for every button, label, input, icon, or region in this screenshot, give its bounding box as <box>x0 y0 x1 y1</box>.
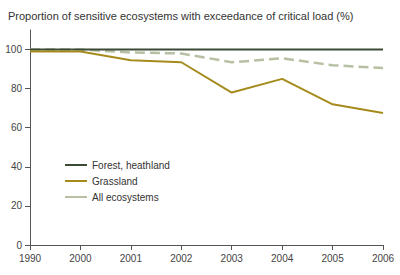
svg-text:0: 0 <box>16 240 22 251</box>
svg-text:2004: 2004 <box>271 253 294 264</box>
svg-text:2003: 2003 <box>221 253 244 264</box>
svg-text:2002: 2002 <box>170 253 193 264</box>
svg-text:60: 60 <box>11 122 23 133</box>
svg-text:Proportion of sensitive ecosys: Proportion of sensitive ecosystems with … <box>8 10 353 22</box>
svg-text:80: 80 <box>11 83 23 94</box>
svg-text:Grassland: Grassland <box>92 176 138 187</box>
svg-text:20: 20 <box>11 200 23 211</box>
svg-text:1990: 1990 <box>19 253 42 264</box>
svg-text:2000: 2000 <box>69 253 92 264</box>
svg-text:2006: 2006 <box>372 253 395 264</box>
svg-text:2005: 2005 <box>321 253 344 264</box>
svg-text:Forest, heathland: Forest, heathland <box>92 160 170 171</box>
svg-text:2001: 2001 <box>120 253 143 264</box>
svg-text:100: 100 <box>5 44 22 55</box>
svg-text:All ecosystems: All ecosystems <box>92 192 159 203</box>
svg-text:40: 40 <box>11 161 23 172</box>
